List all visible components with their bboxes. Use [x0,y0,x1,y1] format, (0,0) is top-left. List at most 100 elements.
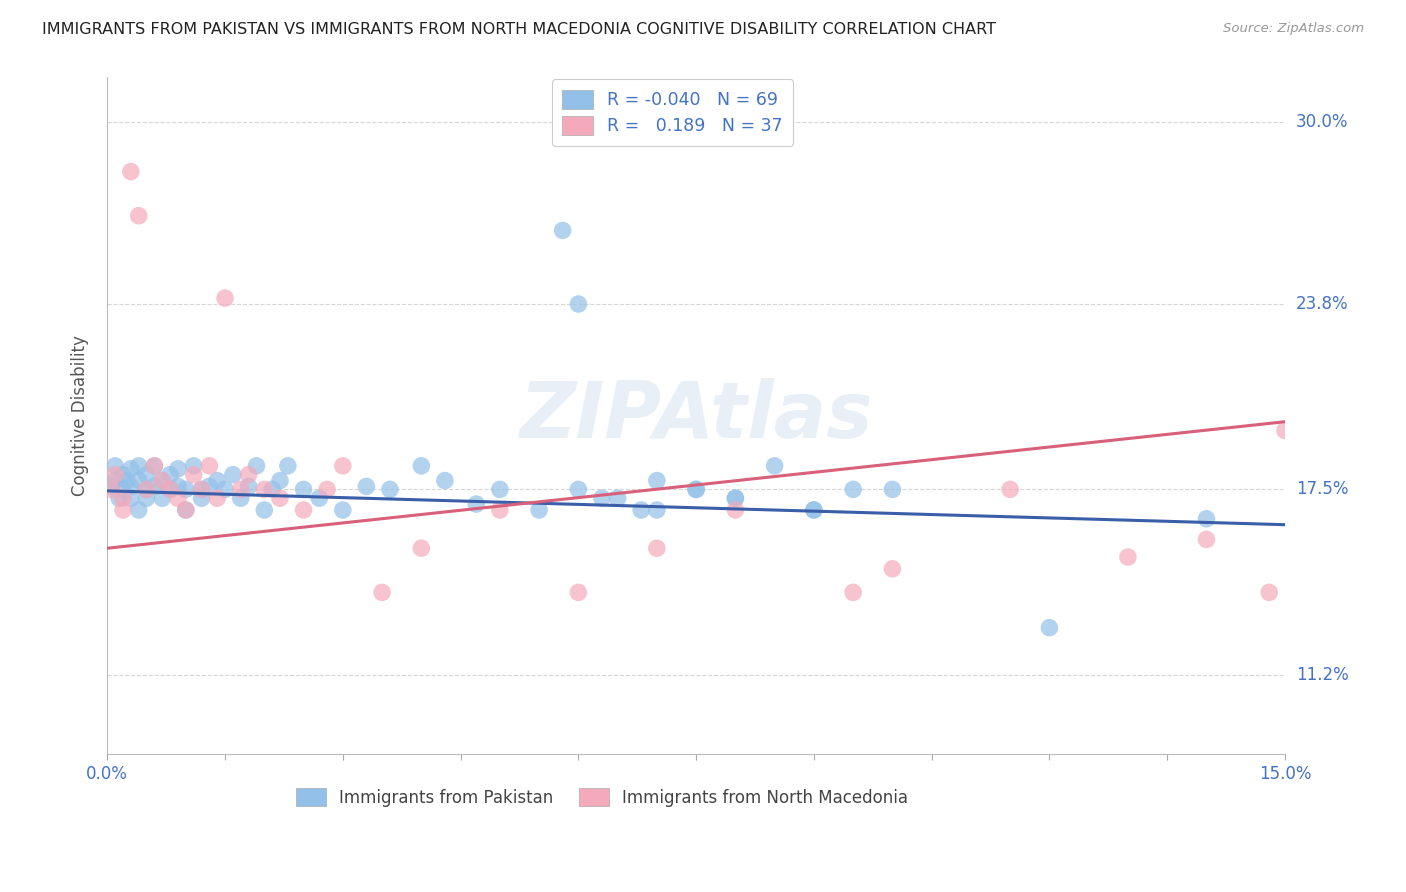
Text: Source: ZipAtlas.com: Source: ZipAtlas.com [1223,22,1364,36]
Point [489,483,512,497]
Point [316,483,339,497]
Point [111,503,134,517]
Point [167,462,190,476]
Point [111,483,134,497]
Point [724,491,747,506]
Point [167,491,190,506]
Point [120,479,142,493]
Point [567,483,589,497]
Point [685,483,707,497]
Point [159,483,181,497]
Point [527,503,550,517]
Point [143,458,166,473]
Point [222,467,245,482]
Point [567,585,589,599]
Point [606,491,628,506]
Point [120,164,142,178]
Point [120,462,142,476]
Point [269,474,291,488]
Point [159,467,181,482]
Point [150,474,173,488]
Point [159,483,181,497]
Point [371,585,394,599]
Point [190,483,212,497]
Point [262,483,284,497]
Point [645,474,668,488]
Point [198,479,221,493]
Point [356,479,378,493]
Legend: Immigrants from Pakistan, Immigrants from North Macedonia: Immigrants from Pakistan, Immigrants fro… [290,781,914,814]
Point [1274,424,1296,438]
Point [143,458,166,473]
Point [1195,533,1218,547]
Point [150,474,173,488]
Point [277,458,299,473]
Point [104,467,127,482]
Point [111,467,134,482]
Point [150,491,173,506]
Point [1195,512,1218,526]
Point [253,483,276,497]
Text: 30.0%: 30.0% [1296,112,1348,130]
Point [1116,550,1139,565]
Point [183,467,205,482]
Y-axis label: Cognitive Disability: Cognitive Disability [72,335,89,496]
Point [111,491,134,506]
Point [724,503,747,517]
Point [685,483,707,497]
Point [128,474,150,488]
Point [1258,585,1281,599]
Point [1038,621,1060,635]
Point [205,474,228,488]
Point [245,458,267,473]
Point [551,223,574,237]
Point [128,458,150,473]
Point [198,458,221,473]
Point [842,585,865,599]
Point [645,503,668,517]
Point [104,474,127,488]
Point [803,503,825,517]
Point [269,491,291,506]
Point [411,541,433,556]
Point [724,491,747,506]
Point [190,491,212,506]
Point [100,483,122,497]
Text: 17.5%: 17.5% [1296,481,1348,499]
Point [115,474,138,488]
Point [120,491,142,506]
Point [591,491,613,506]
Point [292,483,315,497]
Point [128,209,150,223]
Point [238,479,260,493]
Point [238,467,260,482]
Point [143,479,166,493]
Point [630,503,652,517]
Point [108,491,131,506]
Text: 11.2%: 11.2% [1296,665,1348,684]
Point [229,483,252,497]
Point [253,503,276,517]
Point [292,503,315,517]
Point [763,458,786,473]
Text: 23.8%: 23.8% [1296,295,1348,313]
Point [174,503,197,517]
Point [567,297,589,311]
Point [433,474,456,488]
Point [183,458,205,473]
Point [882,483,904,497]
Point [645,541,668,556]
Point [135,491,157,506]
Point [174,503,197,517]
Point [135,467,157,482]
Point [214,483,236,497]
Point [308,491,330,506]
Point [465,497,488,511]
Point [205,491,228,506]
Point [174,483,197,497]
Text: IMMIGRANTS FROM PAKISTAN VS IMMIGRANTS FROM NORTH MACEDONIA COGNITIVE DISABILITY: IMMIGRANTS FROM PAKISTAN VS IMMIGRANTS F… [42,22,997,37]
Point [411,458,433,473]
Point [229,491,252,506]
Point [214,291,236,305]
Point [104,458,127,473]
